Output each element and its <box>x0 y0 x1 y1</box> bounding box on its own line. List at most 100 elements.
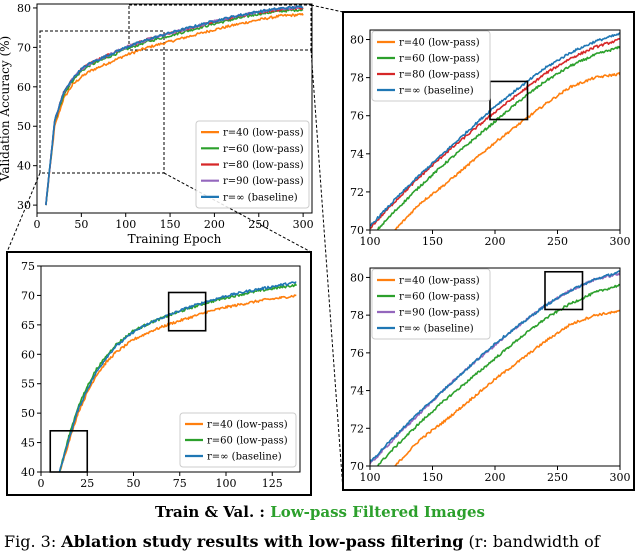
subtitle-prefix: Train & Val. : <box>155 503 271 521</box>
series-line-r40 <box>394 72 620 230</box>
x-tick-label: 50 <box>74 218 88 231</box>
inset-frame-early <box>6 251 312 496</box>
x-tick-label: 25 <box>80 477 94 490</box>
panel-main: 0 50 100 150 200 250 300 30 40 50 60 70 80 Training E… <box>0 2 314 246</box>
x-tick-label: 100 <box>360 235 381 248</box>
x-tick-label: 200 <box>485 471 506 484</box>
panel-zoom-late-b: 100 150 200 250 300 70 72 74 76 78 80 r=40 (low-pas… <box>350 267 631 484</box>
series-line-r60 <box>375 45 620 230</box>
caption-rest: (r: bandwidth of <box>468 532 600 551</box>
legend-box <box>179 412 297 468</box>
y-tick-label: 75 <box>21 260 35 273</box>
legend-box <box>371 268 491 340</box>
legend-label-r40: r=40 (low-pass) <box>399 276 480 287</box>
x-tick-label: 250 <box>547 471 568 484</box>
series-line-r80 <box>370 38 620 229</box>
legend-label-r90: r=90 (low-pass) <box>399 308 480 319</box>
x-tick-label: 0 <box>34 218 41 231</box>
legend-label-r40: r=40 (low-pass) <box>207 420 288 431</box>
x-tick-label: 100 <box>216 477 237 490</box>
y-tick-label: 40 <box>21 466 35 479</box>
x-tick-label: 200 <box>485 235 506 248</box>
series-line-r60 <box>58 283 298 472</box>
legend-label-r60: r=60 (low-pass) <box>223 144 304 155</box>
inset-frame-late <box>342 11 635 491</box>
figure-caption: Fig. 3: Ablation study results with low-… <box>4 532 600 551</box>
x-tick-label: 300 <box>610 235 631 248</box>
x-tick-label: 250 <box>547 235 568 248</box>
y-tick-label: 70 <box>21 289 35 302</box>
subtitle-highlight: Low-pass Filtered Images <box>270 503 485 521</box>
x-tick-label: 150 <box>160 218 181 231</box>
connector-early-left <box>6 172 41 253</box>
y-tick-label: 60 <box>21 348 35 361</box>
y-tick-label: 80 <box>350 271 364 284</box>
series-line-rinf <box>370 32 620 227</box>
panel-zoom-late-a: 100 150 200 250 300 70 72 74 76 78 80 r=40 (low-pas… <box>350 29 631 248</box>
zoom-region-early <box>39 30 165 174</box>
legend-label-r40: r=40 (low-pass) <box>223 128 304 139</box>
connector-early-right <box>163 172 312 253</box>
x-tick-label: 200 <box>204 218 225 231</box>
series-line-rinf <box>58 281 297 472</box>
caption-bold: Ablation study results with low-pass fil… <box>61 532 464 551</box>
y-tick-label: 74 <box>350 385 364 398</box>
legend-label-r80: r=80 (low-pass) <box>399 70 480 81</box>
legend-label-r80: r=80 (low-pass) <box>223 160 304 171</box>
x-tick-label: 50 <box>127 477 141 490</box>
legend-box <box>371 30 491 102</box>
series-line-r40 <box>45 12 304 206</box>
x-tick-label: 0 <box>38 477 45 490</box>
y-tick-label: 76 <box>350 347 364 360</box>
zoom-region-late <box>128 4 312 51</box>
connector-late-bottom <box>310 49 344 491</box>
axes-frame <box>36 3 313 214</box>
series-line-r40 <box>58 294 297 472</box>
x-tick-label: 250 <box>248 218 269 231</box>
y-axis-label: Validation Accuracy (%) <box>0 36 12 182</box>
y-tick-label: 65 <box>21 319 35 332</box>
y-tick-label: 78 <box>350 72 364 85</box>
zoom-box <box>489 80 529 121</box>
y-tick-label: 70 <box>350 224 364 237</box>
y-tick-label: 40 <box>17 160 31 173</box>
figure-subtitle: Train & Val. : Low-pass Filtered Images <box>0 503 640 521</box>
y-tick-label: 30 <box>17 199 31 212</box>
y-tick-label: 72 <box>350 186 364 199</box>
series-line-r40 <box>394 309 620 466</box>
zoom-box <box>167 291 207 332</box>
legend-label-rinf: r=∞ (baseline) <box>207 452 282 463</box>
x-tick-label: 300 <box>610 471 631 484</box>
series-line-rinf <box>370 270 620 463</box>
zoom-box <box>544 270 584 311</box>
caption-label: Fig. 3: <box>4 532 57 551</box>
y-tick-label: 70 <box>17 41 31 54</box>
y-tick-label: 60 <box>17 81 31 94</box>
legend-label-r90: r=90 (low-pass) <box>223 176 304 187</box>
legend-label-r60: r=60 (low-pass) <box>207 436 288 447</box>
y-tick-label: 50 <box>21 407 35 420</box>
legend-label-r40: r=40 (low-pass) <box>399 38 480 49</box>
legend-label-rinf: r=∞ (baseline) <box>399 86 474 97</box>
x-tick-label: 100 <box>115 218 136 231</box>
connector-late-top <box>310 4 344 13</box>
x-tick-label: 75 <box>173 477 187 490</box>
y-tick-label: 80 <box>350 34 364 47</box>
y-tick-label: 45 <box>21 437 35 450</box>
legend-label-r60: r=60 (low-pass) <box>399 292 480 303</box>
y-tick-label: 50 <box>17 120 31 133</box>
legend-label-rinf: r=∞ (baseline) <box>223 192 298 203</box>
x-tick-label: 300 <box>293 218 314 231</box>
y-tick-label: 55 <box>21 378 35 391</box>
legend-label-rinf: r=∞ (baseline) <box>399 324 474 335</box>
panel-zoom-early: 0 25 50 75 100 125 40 45 50 55 60 65 70 75 r=40 (low-p… <box>21 260 301 490</box>
y-tick-label: 74 <box>350 148 364 161</box>
y-tick-label: 76 <box>350 110 364 123</box>
y-tick-label: 80 <box>17 2 31 15</box>
legend-label-r60: r=60 (low-pass) <box>399 54 480 65</box>
y-tick-label: 72 <box>350 422 364 435</box>
x-tick-label: 100 <box>360 471 381 484</box>
series-line-r60 <box>376 283 620 466</box>
x-tick-label: 125 <box>262 477 283 490</box>
